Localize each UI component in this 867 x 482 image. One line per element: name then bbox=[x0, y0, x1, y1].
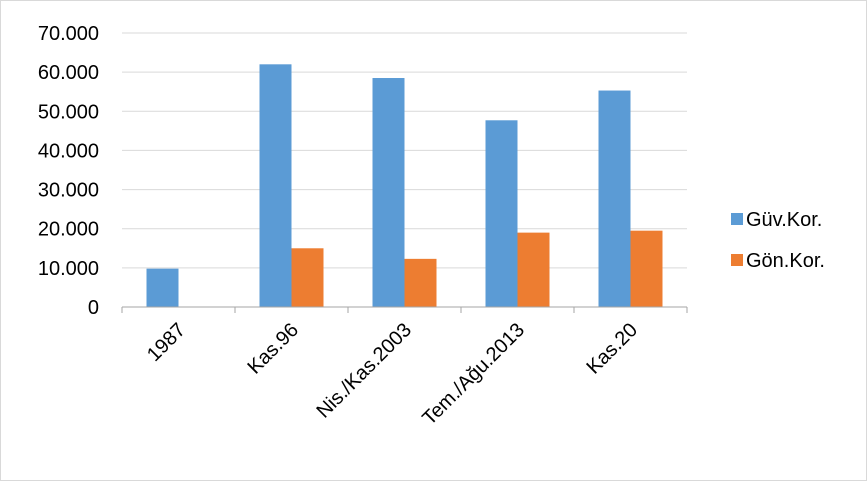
x-tick-label: 1987 bbox=[143, 319, 190, 366]
y-tick-label: 20.000 bbox=[38, 219, 99, 241]
y-tick-label: 60.000 bbox=[38, 62, 99, 84]
y-tick-label: 0 bbox=[88, 297, 99, 319]
bar-guv-kor bbox=[485, 120, 518, 307]
x-tick-label: Nis./Kas.2003 bbox=[312, 319, 416, 423]
y-tick-label: 50.000 bbox=[38, 101, 99, 123]
x-tick-label: Kas.96 bbox=[243, 319, 303, 379]
bar-gon-kor bbox=[630, 230, 663, 307]
bar-guv-kor bbox=[598, 90, 631, 307]
legend-label: Gön.Kor. bbox=[746, 250, 825, 272]
x-tick-label: Tem./Ağu.2013 bbox=[418, 319, 529, 430]
x-tick-label: Kas.20 bbox=[582, 319, 642, 379]
bar-gon-kor bbox=[404, 258, 437, 307]
x-tick-labels: 1987 Kas.96 Nis./Kas.2003 Tem./Ağu.2013 Kas.… bbox=[143, 319, 642, 430]
y-tick-label: 40.000 bbox=[38, 140, 99, 162]
bars bbox=[146, 64, 663, 307]
axes bbox=[121, 306, 688, 313]
bar-gon-kor bbox=[291, 248, 324, 307]
bar-guv-kor bbox=[372, 78, 405, 307]
y-tick-labels: 0 10.000 20.000 30.000 40.000 50.000 60.000 70.… bbox=[38, 23, 99, 319]
legend: Güv.Kor. Gön.Kor. bbox=[731, 209, 825, 272]
legend-swatch bbox=[731, 213, 743, 225]
legend-label: Güv.Kor. bbox=[746, 209, 822, 231]
bar-gon-kor bbox=[517, 232, 550, 307]
y-tick-label: 10.000 bbox=[38, 258, 99, 280]
bar-guv-kor bbox=[146, 268, 179, 307]
y-tick-label: 70.000 bbox=[38, 23, 99, 45]
legend-swatch bbox=[731, 254, 743, 266]
bar-guv-kor bbox=[259, 64, 292, 307]
y-tick-label: 30.000 bbox=[38, 180, 99, 202]
